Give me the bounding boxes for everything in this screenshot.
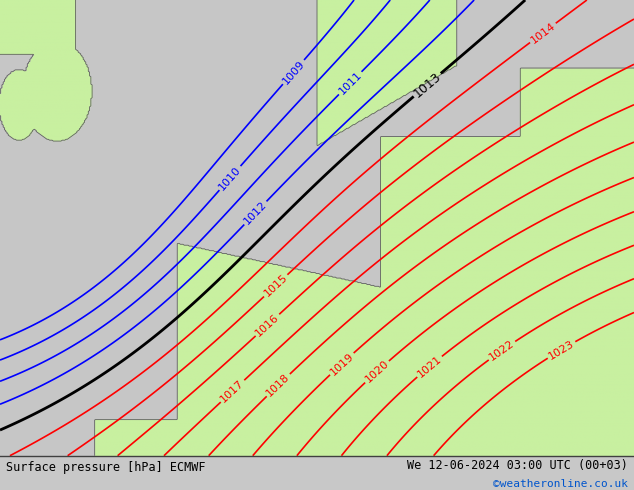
Text: 1016: 1016	[254, 312, 281, 338]
Text: 1022: 1022	[488, 338, 516, 363]
Text: 1009: 1009	[280, 58, 306, 86]
Text: 1021: 1021	[415, 354, 443, 379]
Text: 1014: 1014	[529, 21, 557, 45]
Text: We 12-06-2024 03:00 UTC (00+03): We 12-06-2024 03:00 UTC (00+03)	[407, 459, 628, 472]
Text: 1017: 1017	[219, 378, 246, 404]
Text: Surface pressure [hPa] ECMWF: Surface pressure [hPa] ECMWF	[6, 461, 206, 474]
Text: 1011: 1011	[337, 70, 364, 97]
Text: 1023: 1023	[547, 338, 576, 361]
Text: ©weatheronline.co.uk: ©weatheronline.co.uk	[493, 479, 628, 489]
Text: 1010: 1010	[217, 164, 243, 192]
Text: 1015: 1015	[262, 272, 289, 299]
Text: 1013: 1013	[411, 70, 443, 100]
Text: 1012: 1012	[242, 199, 269, 226]
Text: 1018: 1018	[264, 372, 292, 398]
Text: 1019: 1019	[328, 351, 356, 377]
Text: 1020: 1020	[363, 359, 391, 385]
